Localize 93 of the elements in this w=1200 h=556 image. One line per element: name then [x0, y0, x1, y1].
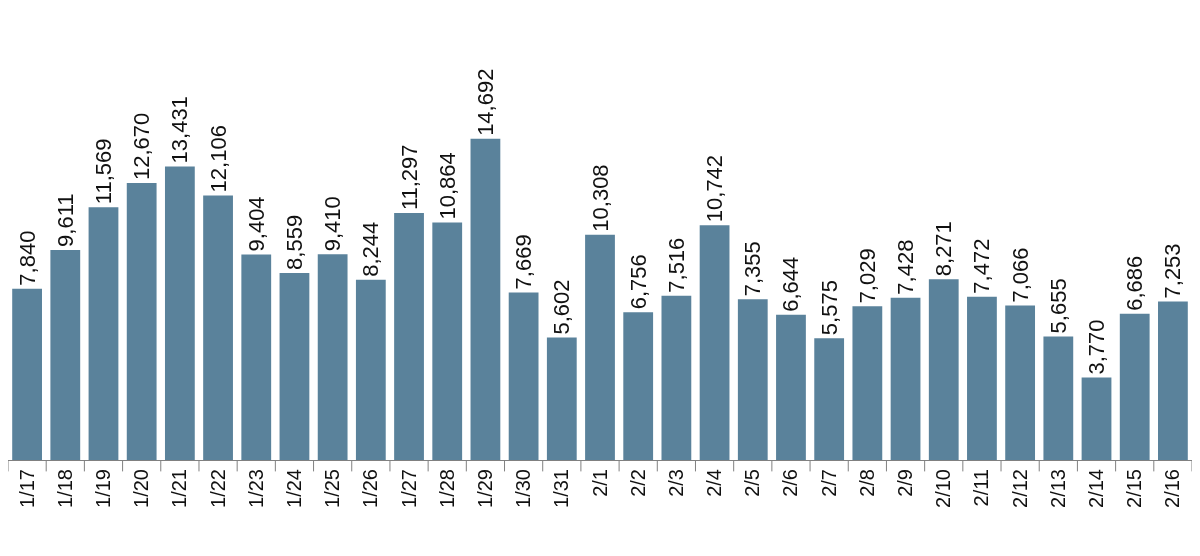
data-label: 7,029 — [854, 248, 880, 304]
x-tick-label: 2/13 — [1046, 469, 1069, 508]
bar — [585, 234, 615, 460]
data-label: 9,404 — [243, 196, 269, 252]
x-tick-label: 1/24 — [282, 469, 305, 508]
bar — [432, 222, 463, 460]
x-tick-label: 2/10 — [932, 469, 955, 508]
bar — [279, 272, 310, 460]
bar — [50, 249, 81, 460]
bar — [661, 295, 692, 460]
data-label: 7,355 — [740, 241, 766, 297]
bar — [737, 299, 768, 460]
x-tick-label: 2/15 — [1123, 469, 1146, 508]
bar — [470, 138, 501, 460]
data-label: 9,611 — [52, 193, 78, 247]
x-tick-label: 1/28 — [435, 469, 458, 508]
data-label: 11,297 — [396, 144, 422, 211]
data-label: 8,559 — [281, 214, 307, 270]
data-label: 7,840 — [14, 230, 40, 286]
bar — [699, 225, 730, 460]
bar — [1081, 377, 1112, 460]
x-tick-label: 1/18 — [53, 469, 76, 508]
data-label: 7,253 — [1160, 243, 1186, 299]
bar — [928, 279, 959, 460]
bar — [203, 195, 233, 460]
data-label: 5,602 — [549, 279, 575, 335]
data-label: 9,410 — [320, 196, 346, 252]
data-label: 14,692 — [472, 68, 498, 136]
x-tick-label: 1/21 — [168, 469, 191, 508]
data-label: 10,308 — [587, 164, 613, 232]
data-label: 7,669 — [511, 234, 537, 290]
data-label: 12,106 — [205, 125, 231, 193]
data-label: 10,742 — [702, 154, 728, 223]
bar — [126, 183, 157, 460]
x-tick-label: 2/4 — [703, 469, 726, 497]
bar — [317, 254, 348, 460]
bar — [355, 279, 386, 460]
x-tick-label: 2/3 — [664, 469, 687, 497]
x-tick-label: 1/17 — [15, 469, 38, 508]
data-label: 5,575 — [816, 280, 842, 336]
bar — [1119, 313, 1150, 460]
bar — [623, 312, 654, 460]
bar — [1043, 336, 1074, 460]
bar — [508, 292, 539, 460]
x-tick-label: 1/25 — [321, 469, 344, 508]
bar — [1158, 301, 1188, 460]
x-tick-label: 2/16 — [1161, 469, 1184, 508]
x-tick-label: 1/29 — [473, 469, 496, 508]
data-label: 11,569 — [90, 138, 116, 205]
x-tick-label: 2/6 — [779, 469, 802, 497]
data-label: 12,670 — [129, 112, 155, 181]
data-label: 10,864 — [434, 152, 460, 220]
bar — [88, 207, 119, 460]
x-tick-label: 2/11 — [970, 469, 993, 507]
data-label: 6,756 — [625, 254, 651, 310]
data-label: 8,244 — [358, 221, 384, 277]
data-label: 6,644 — [778, 256, 804, 312]
x-tick-label: 1/20 — [130, 469, 153, 508]
bar — [852, 306, 883, 460]
data-label: 8,271 — [931, 221, 957, 277]
bar — [1005, 305, 1036, 460]
bar — [241, 254, 272, 460]
data-label: 7,428 — [893, 239, 919, 295]
data-label: 7,516 — [663, 237, 689, 293]
x-tick-label: 1/31 — [550, 469, 573, 508]
x-tick-label: 2/7 — [817, 469, 840, 497]
x-tick-label: 2/2 — [626, 469, 649, 497]
data-label: 7,066 — [1007, 247, 1033, 303]
x-tick-label: 2/1 — [588, 469, 611, 497]
data-label: 7,472 — [969, 238, 995, 294]
bar — [546, 337, 577, 460]
bar — [967, 296, 997, 460]
bar — [890, 297, 921, 460]
x-tick-label: 1/30 — [512, 469, 535, 508]
bar — [12, 288, 42, 460]
bar — [394, 213, 424, 460]
x-tick-label: 2/12 — [1008, 469, 1031, 508]
bar — [814, 338, 845, 460]
x-tick-label: 2/9 — [894, 469, 917, 497]
x-tick-label: 2/5 — [741, 469, 764, 497]
x-tick-label: 2/14 — [1085, 469, 1108, 508]
bar — [776, 314, 806, 460]
x-tick-label: 1/23 — [244, 469, 267, 508]
data-label: 5,655 — [1045, 278, 1071, 334]
data-label: 13,431 — [167, 96, 193, 164]
x-tick-label: 1/22 — [206, 469, 229, 508]
bar — [164, 166, 195, 460]
data-label: 3,770 — [1084, 319, 1110, 375]
x-tick-label: 2/8 — [855, 469, 878, 497]
x-tick-label: 1/27 — [397, 469, 420, 508]
data-label: 6,686 — [1122, 255, 1148, 311]
x-tick-label: 1/26 — [359, 469, 382, 508]
x-tick-label: 1/19 — [91, 469, 114, 508]
